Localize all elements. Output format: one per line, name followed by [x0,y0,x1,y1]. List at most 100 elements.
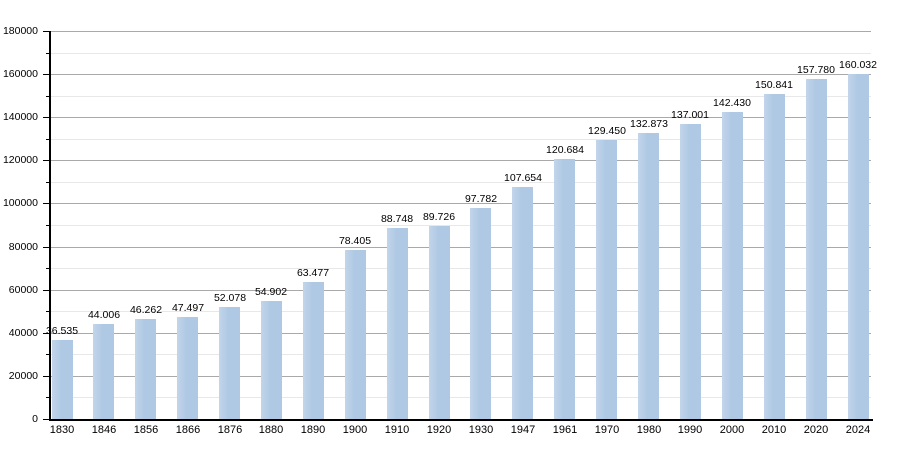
y-tick-label: 40000 [8,327,38,339]
y-minor-tick [46,139,50,140]
gridline-major [50,290,871,291]
bar [554,159,575,419]
bar-value-label: 157.780 [797,64,835,76]
bar-value-label: 88.748 [380,213,414,225]
x-tick-label: 1920 [426,424,452,436]
y-tick-label: 120000 [2,154,38,166]
y-major-tick [43,333,50,334]
bar [429,226,450,419]
gridline-major [50,31,871,32]
x-tick-label: 1930 [468,424,494,436]
y-minor-tick [46,354,50,355]
y-tick-label: 100000 [2,197,38,209]
bar [387,228,408,419]
gridline-major [50,160,871,161]
y-minor-tick [46,268,50,269]
bar [722,112,743,419]
x-tick-label: 2010 [761,424,787,436]
bar [512,187,533,419]
bar-value-label: 132.873 [630,118,668,130]
y-tick-label: 20000 [8,370,38,382]
y-minor-tick [46,53,50,54]
x-tick-label: 1980 [636,424,662,436]
x-tick-label: 1846 [91,424,117,436]
bar-value-label: 36.535 [45,325,79,337]
gridline-major [50,333,871,334]
y-minor-tick [46,311,50,312]
y-major-tick [43,290,50,291]
x-tick-label: 1990 [677,424,703,436]
bar [93,324,114,419]
x-tick-label: 1856 [133,424,159,436]
bar-value-label: 129.450 [588,125,626,137]
bar [135,319,156,419]
gridlines-layer [50,31,871,419]
y-minor-tick [46,182,50,183]
y-major-tick [43,247,50,248]
y-minor-tick [46,225,50,226]
y-minor-tick [46,96,50,97]
bar [596,140,617,419]
bar [764,94,785,419]
bars-layer [50,31,871,419]
y-major-tick [43,160,50,161]
x-tick-label: 1900 [342,424,368,436]
y-tick-label: 160000 [2,68,38,80]
bar-value-label: 46.262 [129,304,163,316]
y-tick-label: 60000 [8,284,38,296]
bar-value-label: 89.726 [422,211,456,223]
bar-value-label: 54.902 [254,286,288,298]
gridline-minor [50,225,871,226]
bar [52,340,73,419]
gridline-major [50,74,871,75]
gridline-major [50,203,871,204]
bar [177,317,198,419]
y-major-tick [43,419,50,420]
bar [219,307,240,419]
bar-value-label: 142.430 [713,97,751,109]
bar [848,74,869,419]
bar-value-label: 107.654 [504,172,542,184]
gridline-minor [50,268,871,269]
x-tick-label: 2024 [845,424,871,436]
y-tick-label: 0 [32,413,38,425]
y-major-tick [43,117,50,118]
plot-area: 36.535 44.006 46.262 47.497 52.078 54.902 63.4… [46,31,877,419]
x-axis-line [49,419,873,421]
gridline-minor [50,354,871,355]
y-axis-line [49,31,51,420]
bar-value-label: 137.001 [671,109,709,121]
y-major-tick [43,203,50,204]
gridline-minor [50,397,871,398]
x-tick-label: 1910 [384,424,410,436]
y-major-tick [43,31,50,32]
bar-value-label: 150.841 [755,79,793,91]
bar-value-label: 160.032 [839,59,877,71]
x-tick-label: 1947 [510,424,536,436]
gridline-minor [50,53,871,54]
gridline-major [50,117,871,118]
gridline-minor [50,96,871,97]
bar [345,250,366,419]
x-tick-label: 1866 [175,424,201,436]
bar [638,133,659,419]
bar-value-label: 78.405 [338,235,372,247]
y-major-tick [43,376,50,377]
y-major-tick [43,74,50,75]
bar-value-label: 97.782 [464,193,498,205]
x-tick-label: 2000 [719,424,745,436]
y-tick-label: 80000 [8,241,38,253]
y-tick-label: 140000 [2,111,38,123]
bar [680,124,701,419]
gridline-major [50,376,871,377]
bar [806,79,827,419]
x-tick-label: 1970 [594,424,620,436]
bar-value-label: 63.477 [296,267,330,279]
bar-value-label: 44.006 [87,309,121,321]
bar [303,282,324,419]
bar-value-label: 120.684 [546,144,584,156]
x-tick-label: 1876 [217,424,243,436]
